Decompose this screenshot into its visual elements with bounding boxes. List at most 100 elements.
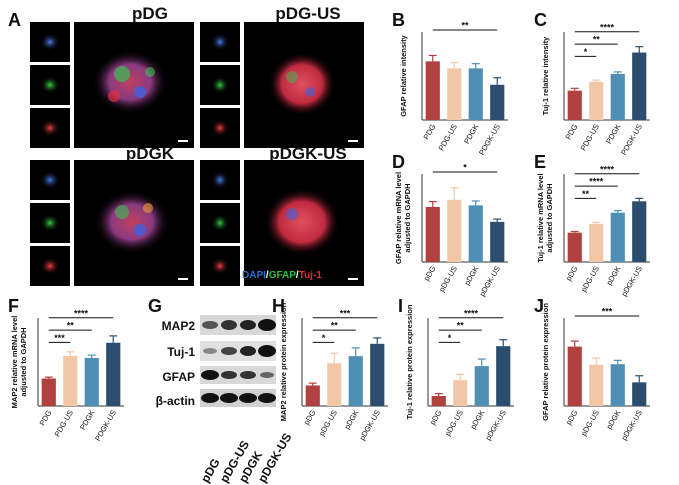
x-tick-label-0: PDG: [38, 408, 54, 427]
y-axis-label: Tuj-1 relative mRNA leveladjusted to GAP…: [536, 173, 554, 262]
x-tick-label-2: pDGK: [604, 409, 622, 431]
micro-pdgk-us-tuj: [200, 246, 240, 286]
chart-c-tuj-intensity: Tuj-1 relative intensity PDG PDG-US PDGK PDG…: [534, 22, 664, 179]
x-tick-label-0: pDG: [564, 264, 580, 282]
bar-2: [468, 68, 483, 120]
blot-row-label-map2: MAP2: [161, 319, 195, 333]
micro-pdgk-us-dapi: [200, 160, 240, 200]
panel-letter-e: E: [534, 152, 547, 172]
image-title-pdgk: pDGK: [125, 144, 175, 163]
micro-pdgk-merge: [74, 160, 194, 286]
y-axis-label: GFAP relative protein expression: [541, 303, 550, 421]
x-tick-label-1: pDG-US: [443, 409, 465, 438]
bar-2: [84, 357, 99, 406]
bar-1: [453, 380, 468, 406]
x-tick-label-0: PDG: [422, 122, 438, 141]
x-tick-label-2: pDGK: [462, 265, 480, 287]
bar-0: [41, 378, 56, 406]
blot-row-label-gfap: GFAP: [162, 370, 195, 384]
micro-legend: DAPI/GFAP/Tuj-1: [242, 270, 322, 281]
chart-svg-c: Tuj-1 relative intensity PDG PDG-US PDGKPDG…: [541, 22, 650, 157]
chart-i-tuj-protein: Tuj-1 relative protein expression pDG pDG-…: [398, 304, 528, 465]
bar-1: [589, 223, 604, 262]
micrograph-grid: [30, 22, 364, 286]
chart-svg-e: Tuj-1 relative mRNA leveladjusted to GAP…: [536, 164, 650, 298]
chart-svg-j: GFAP relative protein expression pDG pDG-U…: [541, 303, 650, 442]
x-tick-label-0: PDG: [564, 122, 580, 141]
x-tick-label-1: pDG-US: [317, 409, 339, 438]
sig-label-0: *: [322, 333, 326, 343]
panel-letter-a: A: [8, 10, 21, 30]
y-axis-label-line1: Tuj-1 relative mRNA level: [536, 173, 545, 262]
y-axis-label-line2: adjusted to GAPDH: [545, 183, 554, 252]
chart-d-gfap-mrna: GFAP relative mRNA leveladjusted to GAPD…: [392, 163, 522, 321]
legend-tuj: Tuj-1: [298, 270, 322, 281]
x-tick-label-1: pDG-US: [437, 265, 459, 294]
bar-0: [305, 385, 320, 406]
blot-col-label-pdg: pDG: [198, 456, 223, 485]
sig-label-0: *: [448, 333, 452, 343]
panel-letter-j: J: [534, 296, 545, 316]
blot-row-label-tuj: Tuj-1: [167, 345, 195, 359]
y-axis-label-line2: adjusted to GAPDH: [19, 327, 28, 396]
sig-label-0: ***: [54, 333, 65, 343]
sig-label-1: **: [593, 35, 601, 45]
sig-label-1: ****: [589, 177, 604, 187]
micro-pdgk-tuj: [30, 246, 70, 286]
sig-label-0: **: [461, 21, 469, 31]
chart-svg-f: MAP2 relative mRNA leveladjusted to GAPD…: [10, 308, 124, 443]
sig-label-1: **: [331, 321, 339, 331]
x-tick-label-3: PDGK-US: [477, 123, 502, 157]
bar-2: [610, 212, 625, 262]
panel-letter-d: D: [392, 152, 405, 172]
sig-label-0: *: [463, 163, 467, 173]
bar-0: [567, 346, 582, 406]
legend-slash-1: /: [265, 270, 269, 281]
x-tick-label-2: PDGK: [462, 123, 480, 146]
panel-letter-f: F: [8, 296, 19, 316]
x-tick-label-0: pDG: [428, 408, 444, 426]
bar-3: [370, 343, 385, 406]
blot-strip-map2: [200, 315, 276, 335]
x-tick-label-3: PDGK-US: [93, 409, 118, 443]
bar-1: [63, 355, 78, 406]
panel-letter-h: H: [272, 296, 285, 316]
bar-1: [447, 199, 462, 262]
bar-1: [589, 81, 604, 120]
bar-2: [610, 73, 625, 120]
sig-label-0: *: [584, 47, 588, 57]
micro-pdgk-dapi: [30, 160, 70, 200]
bar-3: [496, 346, 511, 406]
image-title-pdg-us: pDG-US: [275, 4, 341, 23]
micro-pdgk-gfap: [30, 203, 70, 243]
micro-pdg-gfap: [30, 65, 70, 105]
bar-2: [468, 205, 483, 262]
y-axis-label-line1: MAP2 relative mRNA level: [10, 316, 19, 409]
y-axis-label: GFAP relative mRNA leveladjusted to GAPD…: [394, 172, 412, 264]
blot-strip-tuj: [200, 341, 276, 361]
y-axis-label: GFAP relative intensity: [399, 34, 408, 116]
sig-label-0: ***: [602, 307, 613, 317]
bar-3: [490, 221, 505, 262]
x-tick-label-0: pDG: [422, 264, 438, 282]
sig-label-2: ****: [600, 22, 615, 32]
x-tick-label-3: pDGK-US: [620, 409, 644, 442]
y-axis-label-line2: adjusted to GAPDH: [403, 183, 412, 252]
bar-2: [474, 366, 489, 406]
x-tick-label-1: PDG-US: [437, 123, 459, 153]
legend-slash-2: /: [295, 270, 299, 281]
panel-letter-i: I: [398, 296, 404, 316]
chart-svg-h: MAP2 relative protein expression pDG pDG-U…: [279, 302, 388, 442]
sig-label-2: ****: [74, 308, 89, 318]
sig-label-1: **: [67, 321, 75, 331]
bar-1: [589, 364, 604, 406]
sig-label-0: **: [582, 189, 590, 199]
x-tick-label-1: pDG-US: [579, 265, 601, 294]
x-tick-label-0: pDG: [302, 408, 318, 426]
y-axis-label: MAP2 relative mRNA leveladjusted to GAPD…: [10, 316, 28, 409]
micro-pdg-us-tuj: [200, 108, 240, 148]
chart-b-gfap-intensity: GFAP relative intensity PDG PDG-US PDGK PDGK…: [392, 21, 522, 179]
bar-3: [632, 382, 647, 406]
bar-0: [431, 396, 446, 406]
y-axis-label: MAP2 relative protein expression: [279, 302, 288, 421]
